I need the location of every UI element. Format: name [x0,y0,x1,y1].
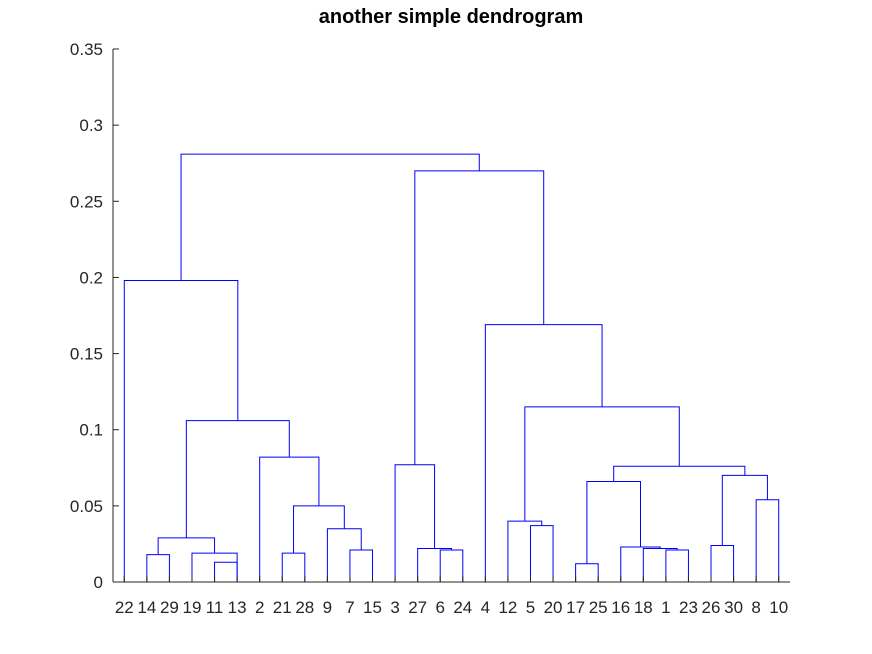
leaf-label-16: 16 [611,598,630,617]
y-tick-label: 0.3 [79,116,103,135]
leaf-label-24: 24 [453,598,472,617]
dendrogram-link-m29 [180,153,480,281]
leaf-label-12: 12 [498,598,517,617]
y-axis-ticks: 0 0.05 0.1 0.15 0.2 0.25 0.3 0.35 [70,40,119,592]
leaf-label-1: 1 [661,598,670,617]
dendrogram-link-m14 [710,544,735,582]
y-tick-label: 0.25 [70,192,103,211]
dendrogram-link-m7 [417,547,452,582]
leaf-label-15: 15 [363,598,382,617]
dendrogram-link-m11 [665,549,689,582]
dendrogram-link-m24 [185,420,290,538]
leaf-label-18: 18 [634,598,653,617]
dendrogram-link-m13 [620,546,661,582]
y-tick-label: 0 [94,573,103,592]
dendrogram-link-m8 [529,525,554,582]
leaf-label-22: 22 [115,598,134,617]
leaf-label-26: 26 [702,598,721,617]
leaf-label-21: 21 [273,598,292,617]
dendrogram-link-m27 [123,279,239,582]
leaf-label-13: 13 [228,598,247,617]
leaf-label-9: 9 [323,598,332,617]
leaf-label-29: 29 [160,598,179,617]
y-tick-label: 0.1 [79,421,103,440]
leaf-label-2: 2 [255,598,264,617]
leaf-label-10: 10 [769,598,788,617]
dendrogram-link-m17 [326,528,362,582]
dendrogram-link-m9 [507,520,543,582]
dendrogram-link-m20 [721,474,768,546]
leaf-label-8: 8 [751,598,760,617]
dendrogram-link-m5 [349,549,374,582]
dendrogram-link-m15 [755,499,780,582]
dendrogram-link-m23 [259,456,320,582]
leaf-label-6: 6 [435,598,444,617]
leaf-label-30: 30 [724,598,743,617]
chart-title: another simple dendrogram [319,6,584,28]
dendrogram-link-m2 [214,561,238,582]
dendrogram-link-m16 [157,537,216,555]
dendrogram-link-m22 [394,464,436,582]
dendrogram-link-m4 [281,552,306,582]
leaf-label-5: 5 [526,598,535,617]
leaf-label-23: 23 [679,598,698,617]
dendrogram-link-m12 [642,547,678,582]
leaf-label-14: 14 [137,598,156,617]
axes [112,49,790,583]
dendrogram-link-m18 [293,505,345,554]
y-tick-label: 0.15 [70,345,103,364]
leaf-label-11: 11 [206,598,224,617]
dendrogram-link-m19 [586,480,641,564]
dendrogram-link-m10 [575,563,599,582]
y-tick-label: 0.35 [70,40,103,59]
leaf-label-4: 4 [481,598,490,617]
leaf-label-20: 20 [544,598,563,617]
leaf-label-28: 28 [295,598,314,617]
dendrogram-link-m3 [146,554,170,582]
leaf-label-19: 19 [183,598,202,617]
y-tick-label: 0.2 [79,268,103,287]
leaf-label-25: 25 [589,598,608,617]
dendrogram-link-m26 [484,324,603,582]
leaf-label-17: 17 [566,598,585,617]
leaf-label-3: 3 [390,598,399,617]
dendrogram-link-m25 [524,406,680,522]
leaf-label-7: 7 [345,598,354,617]
leaf-label-27: 27 [408,598,427,617]
leaf-labels: 22 14 29 19 11 13 2 21 28 9 7 15 3 27 6 24 4 12 5 20 17 25 16 1… [115,576,788,617]
dendrogram-link-m21 [613,465,746,482]
dendrogram-link-m6 [439,549,464,582]
y-tick-label: 0.05 [70,497,103,516]
dendrogram-links [123,153,780,582]
